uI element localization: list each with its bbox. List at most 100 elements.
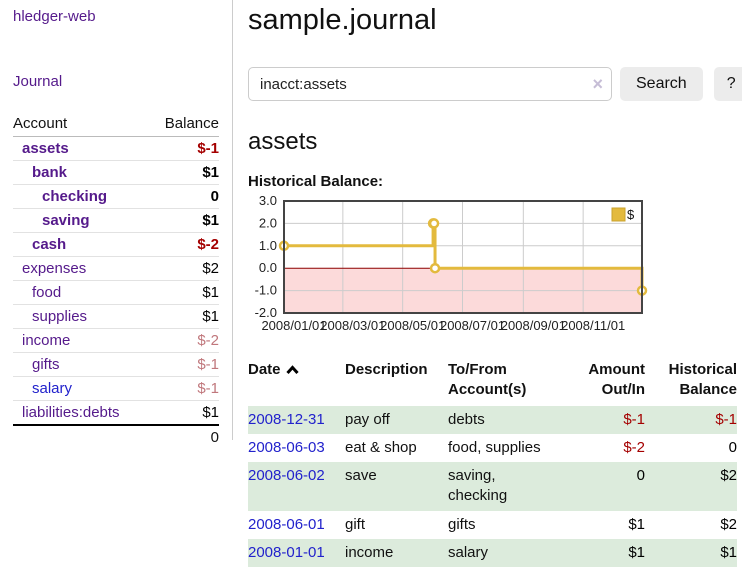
transaction-balance: $1 [645,538,737,567]
account-link-cash[interactable]: cash [32,236,67,253]
app-title-link[interactable]: hledger-web [13,8,96,25]
transaction-row: 2008-06-02 save saving, checking 0 $2 [248,462,737,511]
transaction-balance: $2 [645,462,737,511]
account-row: expenses $2 [13,256,219,281]
transaction-balance: $-1 [645,405,737,434]
svg-text:$: $ [627,207,635,222]
transaction-amount: $1 [560,538,645,567]
register-header-balance: Historical Balance [668,361,737,399]
transaction-row: 2008-01-01 income salary $1 $1 [248,538,737,567]
sidebar-item-journal[interactable]: Journal [13,73,63,90]
transaction-row: 2008-06-03 eat & shop food, supplies $-2… [248,434,737,462]
transaction-amount: $-1 [560,405,645,434]
account-row: income $-2 [13,328,219,353]
account-row: assets $-1 [13,136,219,161]
account-balance: $1 [149,208,219,233]
account-link-gifts[interactable]: gifts [32,356,60,373]
search-button[interactable]: Search [620,67,703,101]
account-link-saving[interactable]: saving [42,212,90,229]
accounts-total-row: 0 [13,424,219,449]
account-link-income[interactable]: income [22,332,71,349]
register-header-date[interactable]: Date [248,358,345,406]
account-balance: $-2 [149,328,219,353]
transaction-amount: $1 [628,515,645,533]
account-balance: $-1 [149,352,219,377]
account-row: saving $1 [13,208,219,233]
transaction-accounts: debts [448,405,560,434]
register-header-accounts: To/From Account(s) [448,361,527,399]
transaction-date-link[interactable]: 2008-01-01 [248,543,325,561]
account-row: bank $1 [13,160,219,185]
account-balance: $1 [149,280,219,305]
transaction-balance: 0 [728,438,737,456]
account-row: cash $-2 [13,232,219,257]
svg-text:2008/05/01: 2008/05/01 [380,318,445,333]
historical-balance-chart: $3.0 2.0 1.0 0.0 -1.0 -2.02008/01/012008/03/0… [255,193,648,333]
account-link-food[interactable]: food [32,284,62,301]
account-link-salary[interactable]: salary [32,380,73,397]
account-row: salary $-1 [13,376,219,401]
accounts-header-account: Account [13,112,150,137]
svg-text:2008/03/01: 2008/03/01 [320,318,385,333]
sort-ascending-icon [285,361,299,381]
account-link-expenses[interactable]: expenses [22,260,87,277]
transaction-date-link[interactable]: 2008-12-31 [248,410,325,428]
transaction-description: eat & shop [345,438,417,456]
main-content: sample.journal × Search ? assets Histori… [248,0,742,567]
transaction-accounts: food, supplies [448,438,541,456]
svg-text:3.0: 3.0 [259,195,277,208]
register-header-amount: Amount Out/In [588,361,645,399]
account-row: liabilities:debts $1 [13,400,219,425]
account-link-liabilities-debts[interactable]: liabilities:debts [22,404,120,421]
register-table: Date Description To/From Account(s) Amou… [248,358,737,567]
account-balance: $-1 [149,136,219,161]
search-input[interactable] [248,67,612,101]
svg-text:-1.0: -1.0 [255,283,277,298]
transaction-description: income [345,538,448,567]
account-row: food $1 [13,280,219,305]
transaction-row: 2008-12-31 pay off debts $-1 $-1 [248,405,737,434]
account-row: checking 0 [13,184,219,209]
account-balance: $2 [149,256,219,281]
svg-text:2008/07/01: 2008/07/01 [440,318,505,333]
clear-search-icon[interactable]: × [592,74,603,94]
svg-text:2.0: 2.0 [259,215,277,230]
svg-text:2008/09/01: 2008/09/01 [501,318,566,333]
account-link-checking[interactable]: checking [42,188,108,205]
search-bar: × Search ? [248,67,742,101]
svg-text:0.0: 0.0 [259,260,277,275]
register-header-description: Description [345,361,428,378]
transaction-amount: 0 [560,462,645,511]
accounts-table: Account Balance assets $-1 bank $1 check… [13,112,219,449]
transaction-description: pay off [345,405,448,434]
transaction-description: save [345,462,448,511]
account-row: gifts $-1 [13,352,219,377]
transaction-accounts: gifts [448,515,476,533]
transaction-date-link[interactable]: 2008-06-01 [248,515,325,533]
transaction-date-link[interactable]: 2008-06-02 [248,467,325,484]
account-heading: assets [248,128,318,155]
account-link-assets[interactable]: assets [22,140,69,157]
page-title: sample.journal [248,4,437,36]
accounts-total-balance: 0 [149,424,219,449]
account-balance: $-2 [149,232,219,257]
svg-text:1.0: 1.0 [259,238,277,253]
transaction-amount: $-2 [623,438,645,456]
account-balance: $1 [149,304,219,329]
transaction-accounts: salary [448,538,560,567]
transaction-balance: $2 [720,515,737,533]
account-row: supplies $1 [13,304,219,329]
account-balance: $1 [149,160,219,185]
accounts-header-balance: Balance [149,112,219,137]
account-link-supplies[interactable]: supplies [32,308,88,325]
svg-text:2008/01/01: 2008/01/01 [261,318,326,333]
help-button[interactable]: ? [713,67,742,101]
account-balance: 0 [149,184,219,209]
chart-heading: Historical Balance: [248,173,384,190]
transaction-description: gift [345,515,366,533]
transaction-date-link[interactable]: 2008-06-03 [248,438,325,456]
account-balance: $-1 [149,376,219,401]
account-balance: $1 [149,400,219,425]
account-link-bank[interactable]: bank [32,164,68,181]
transaction-row: 2008-06-01 gift gifts $1 $2 [248,511,737,539]
